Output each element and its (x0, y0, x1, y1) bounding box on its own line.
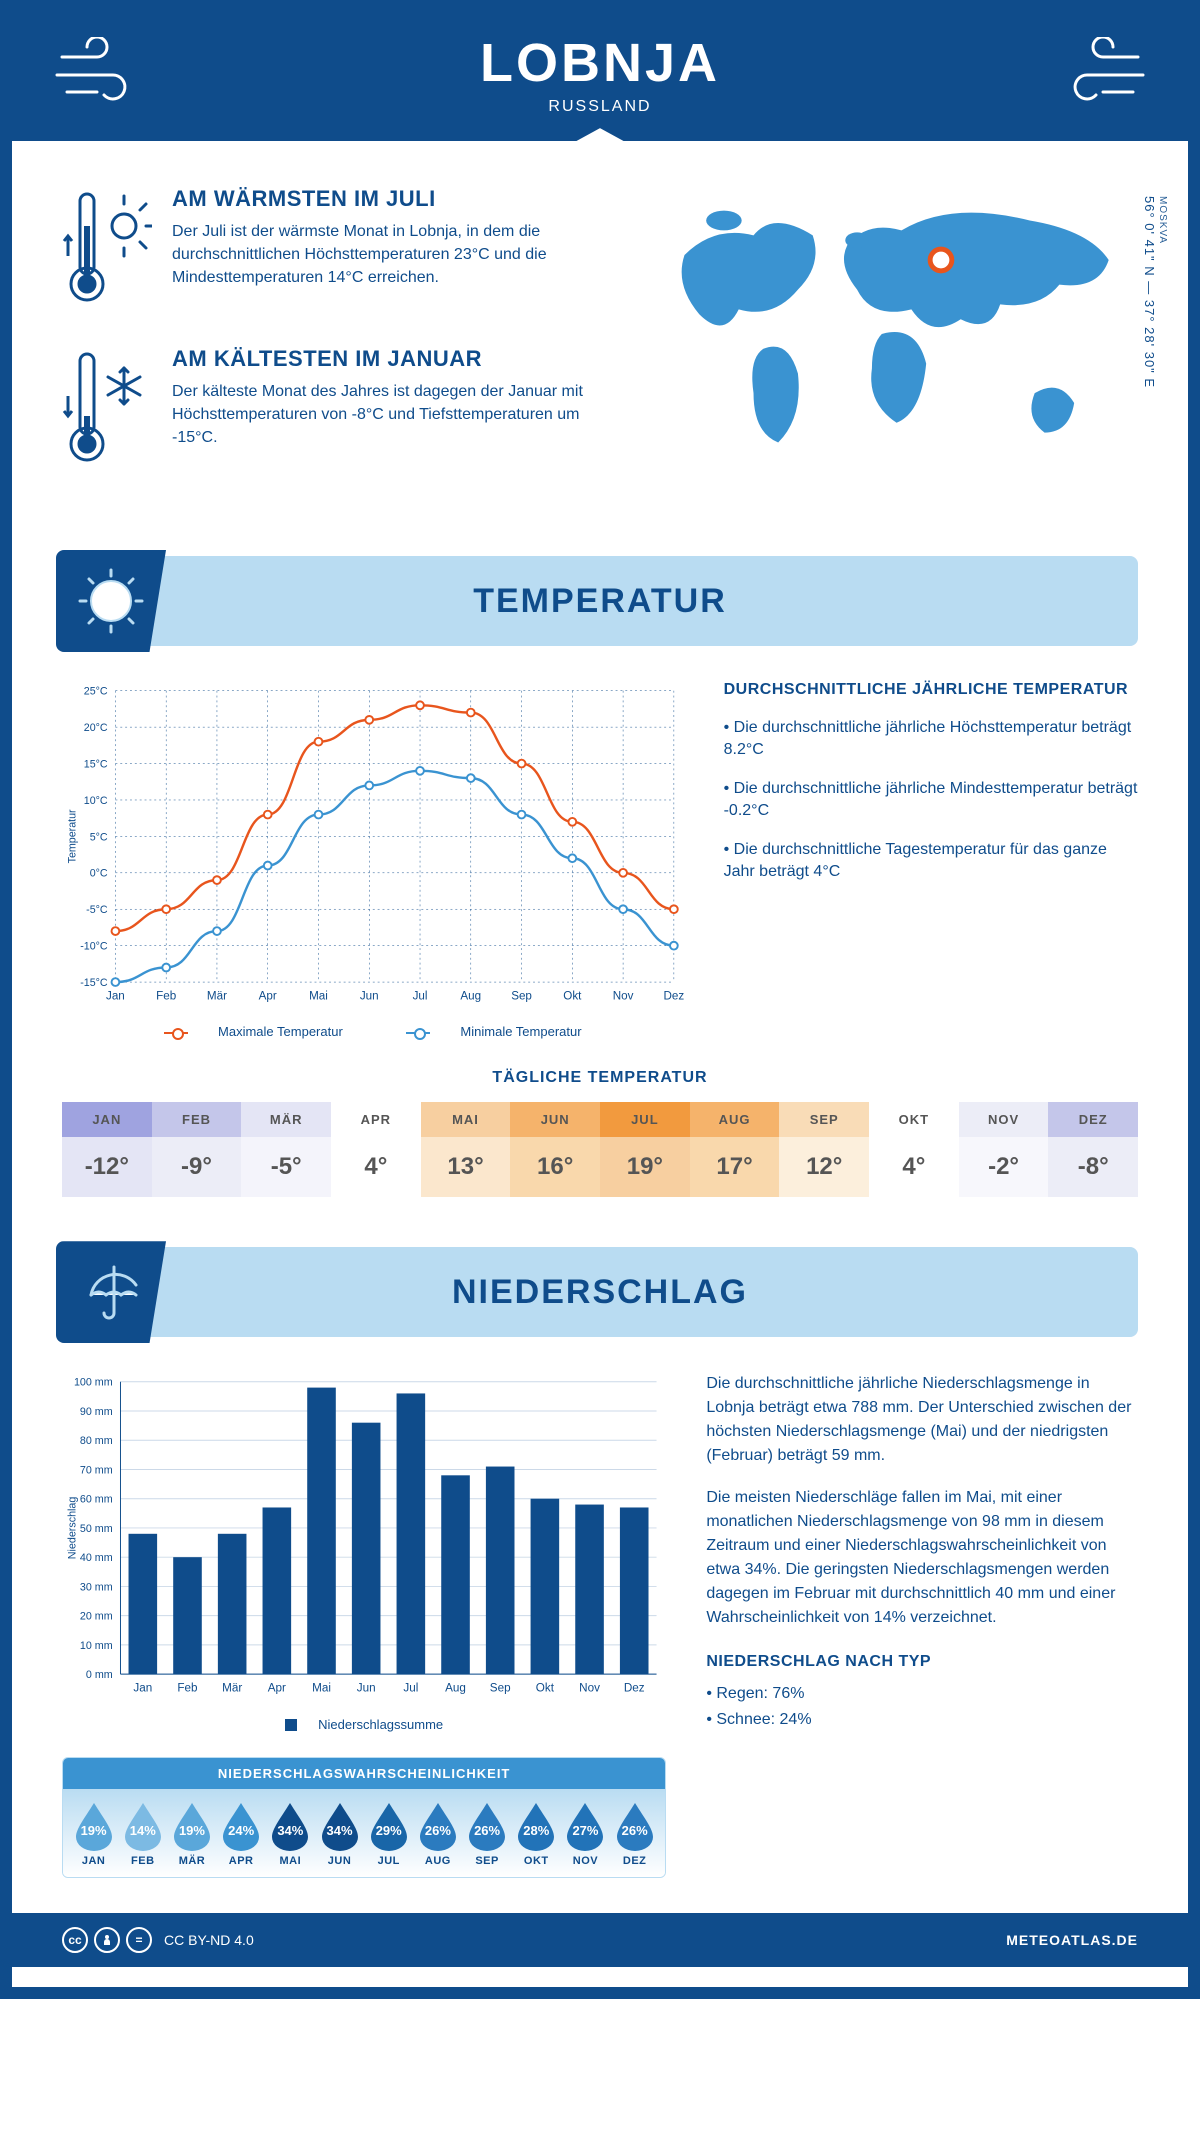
temperature-banner: TEMPERATUR (62, 556, 1138, 646)
prob-cell: 14% FEB (118, 1801, 167, 1867)
cold-fact: AM KÄLTESTEN IM JANUAR Der kälteste Mona… (62, 346, 605, 471)
svg-text:Nov: Nov (579, 1682, 600, 1695)
svg-text:Feb: Feb (177, 1682, 198, 1695)
license-text: CC BY-ND 4.0 (164, 1932, 254, 1948)
prob-cell: 19% JAN (69, 1801, 118, 1867)
sun-icon (56, 550, 166, 652)
svg-text:10 mm: 10 mm (80, 1640, 113, 1652)
svg-text:Okt: Okt (563, 990, 582, 1003)
svg-text:Jan: Jan (106, 990, 125, 1003)
cold-fact-text: Der kälteste Monat des Jahres ist dagege… (172, 380, 605, 450)
svg-text:30 mm: 30 mm (80, 1582, 113, 1594)
temp-chart-legend: Maximale Temperatur Minimale Temperatur (62, 1024, 684, 1039)
warm-fact: AM WÄRMSTEN IM JULI Der Juli ist der wär… (62, 186, 605, 311)
svg-text:Mai: Mai (312, 1682, 331, 1695)
svg-text:Mär: Mär (222, 1682, 242, 1695)
svg-text:Apr: Apr (268, 1682, 286, 1695)
temperature-line-chart: -15°C -10°C -5°C 0°C 5°C 10°C 15°C 20°C 25°C Jan F… (62, 681, 684, 1011)
umbrella-icon (56, 1241, 166, 1343)
thermometer-cold-icon (62, 346, 152, 471)
svg-text:5°C: 5°C (90, 831, 108, 843)
svg-text:0 mm: 0 mm (86, 1669, 113, 1681)
prob-cell: 27% NOV (561, 1801, 610, 1867)
svg-text:Sep: Sep (511, 990, 532, 1003)
svg-text:Nov: Nov (613, 990, 634, 1003)
prob-cell: 26% SEP (463, 1801, 512, 1867)
precip-probability-box: NIEDERSCHLAGSWAHRSCHEINLICHKEIT 19% JAN … (62, 1757, 666, 1878)
prob-cell: 24% APR (217, 1801, 266, 1867)
thermometer-hot-icon (62, 186, 152, 311)
daily-temp-strip: JANFEBMÄRAPRMAIJUNJULAUGSEPOKTNOVDEZ-12°… (62, 1102, 1138, 1197)
precip-banner: NIEDERSCHLAG (62, 1247, 1138, 1337)
svg-text:60 mm: 60 mm (80, 1494, 113, 1506)
svg-text:Jan: Jan (133, 1682, 152, 1695)
prob-cell: 28% OKT (512, 1801, 561, 1867)
temp-facts: DURCHSCHNITTLICHE JÄHRLICHE TEMPERATUR •… (724, 681, 1138, 1039)
svg-text:80 mm: 80 mm (80, 1435, 113, 1447)
country-subtitle: RUSSLAND (12, 98, 1188, 116)
cold-fact-title: AM KÄLTESTEN IM JANUAR (172, 346, 605, 372)
svg-text:Jun: Jun (357, 1682, 376, 1695)
svg-text:Okt: Okt (536, 1682, 555, 1695)
svg-text:Jun: Jun (360, 990, 379, 1003)
svg-text:-5°C: -5°C (86, 904, 108, 916)
svg-text:25°C: 25°C (84, 686, 108, 698)
cc-icons: cc = (62, 1927, 152, 1953)
wind-icon (52, 37, 152, 112)
svg-text:0°C: 0°C (90, 868, 108, 880)
svg-text:Dez: Dez (664, 990, 684, 1003)
world-map (645, 186, 1138, 462)
page-footer: cc = CC BY-ND 4.0 METEOATLAS.DE (12, 1913, 1188, 1967)
intro-section: AM WÄRMSTEN IM JULI Der Juli ist der wär… (62, 141, 1138, 536)
precip-bar-chart: 0 mm 10 mm 20 mm 30 mm 40 mm 50 mm 60 mm 70 mm 8… (62, 1372, 666, 1703)
svg-text:-15°C: -15°C (80, 977, 108, 989)
svg-text:70 mm: 70 mm (80, 1465, 113, 1477)
svg-text:100 mm: 100 mm (74, 1377, 113, 1389)
svg-text:Feb: Feb (156, 990, 176, 1003)
svg-text:Niederschlag: Niederschlag (67, 1497, 79, 1560)
svg-text:Aug: Aug (460, 990, 481, 1003)
svg-text:10°C: 10°C (84, 795, 108, 807)
coordinates: MOSKVA 56° 0' 41" N — 37° 28' 30" E (1142, 196, 1168, 388)
svg-text:Aug: Aug (445, 1682, 466, 1695)
prob-cell: 34% JUN (315, 1801, 364, 1867)
svg-text:Temperatur: Temperatur (67, 809, 79, 863)
svg-text:Dez: Dez (624, 1682, 645, 1695)
warm-fact-text: Der Juli ist der wärmste Monat in Lobnja… (172, 220, 605, 290)
site-name: METEOATLAS.DE (1006, 1932, 1138, 1948)
svg-text:90 mm: 90 mm (80, 1406, 113, 1418)
svg-text:20 mm: 20 mm (80, 1611, 113, 1623)
svg-text:15°C: 15°C (84, 758, 108, 770)
city-title: LOBNJA (12, 32, 1188, 94)
prob-cell: 29% JUL (364, 1801, 413, 1867)
svg-text:Jul: Jul (413, 990, 428, 1003)
prob-cell: 26% DEZ (610, 1801, 659, 1867)
prob-cell: 19% MÄR (167, 1801, 216, 1867)
precip-text: Die durchschnittliche jährliche Niedersc… (706, 1372, 1138, 1877)
prob-cell: 26% AUG (413, 1801, 462, 1867)
wind-icon (1048, 37, 1148, 112)
warm-fact-title: AM WÄRMSTEN IM JULI (172, 186, 605, 212)
prob-cell: 34% MAI (266, 1801, 315, 1867)
svg-text:Jul: Jul (403, 1682, 418, 1695)
daily-temp-heading: TÄGLICHE TEMPERATUR (62, 1069, 1138, 1087)
svg-text:-10°C: -10°C (80, 941, 108, 953)
svg-text:Mai: Mai (309, 990, 328, 1003)
precip-legend: Niederschlagssumme (62, 1717, 666, 1732)
svg-text:20°C: 20°C (84, 722, 108, 734)
svg-text:50 mm: 50 mm (80, 1523, 113, 1535)
svg-text:Sep: Sep (490, 1682, 511, 1695)
svg-text:Apr: Apr (259, 990, 277, 1003)
svg-text:Mär: Mär (207, 990, 227, 1003)
svg-text:40 mm: 40 mm (80, 1552, 113, 1564)
page-header: LOBNJA RUSSLAND (12, 12, 1188, 141)
